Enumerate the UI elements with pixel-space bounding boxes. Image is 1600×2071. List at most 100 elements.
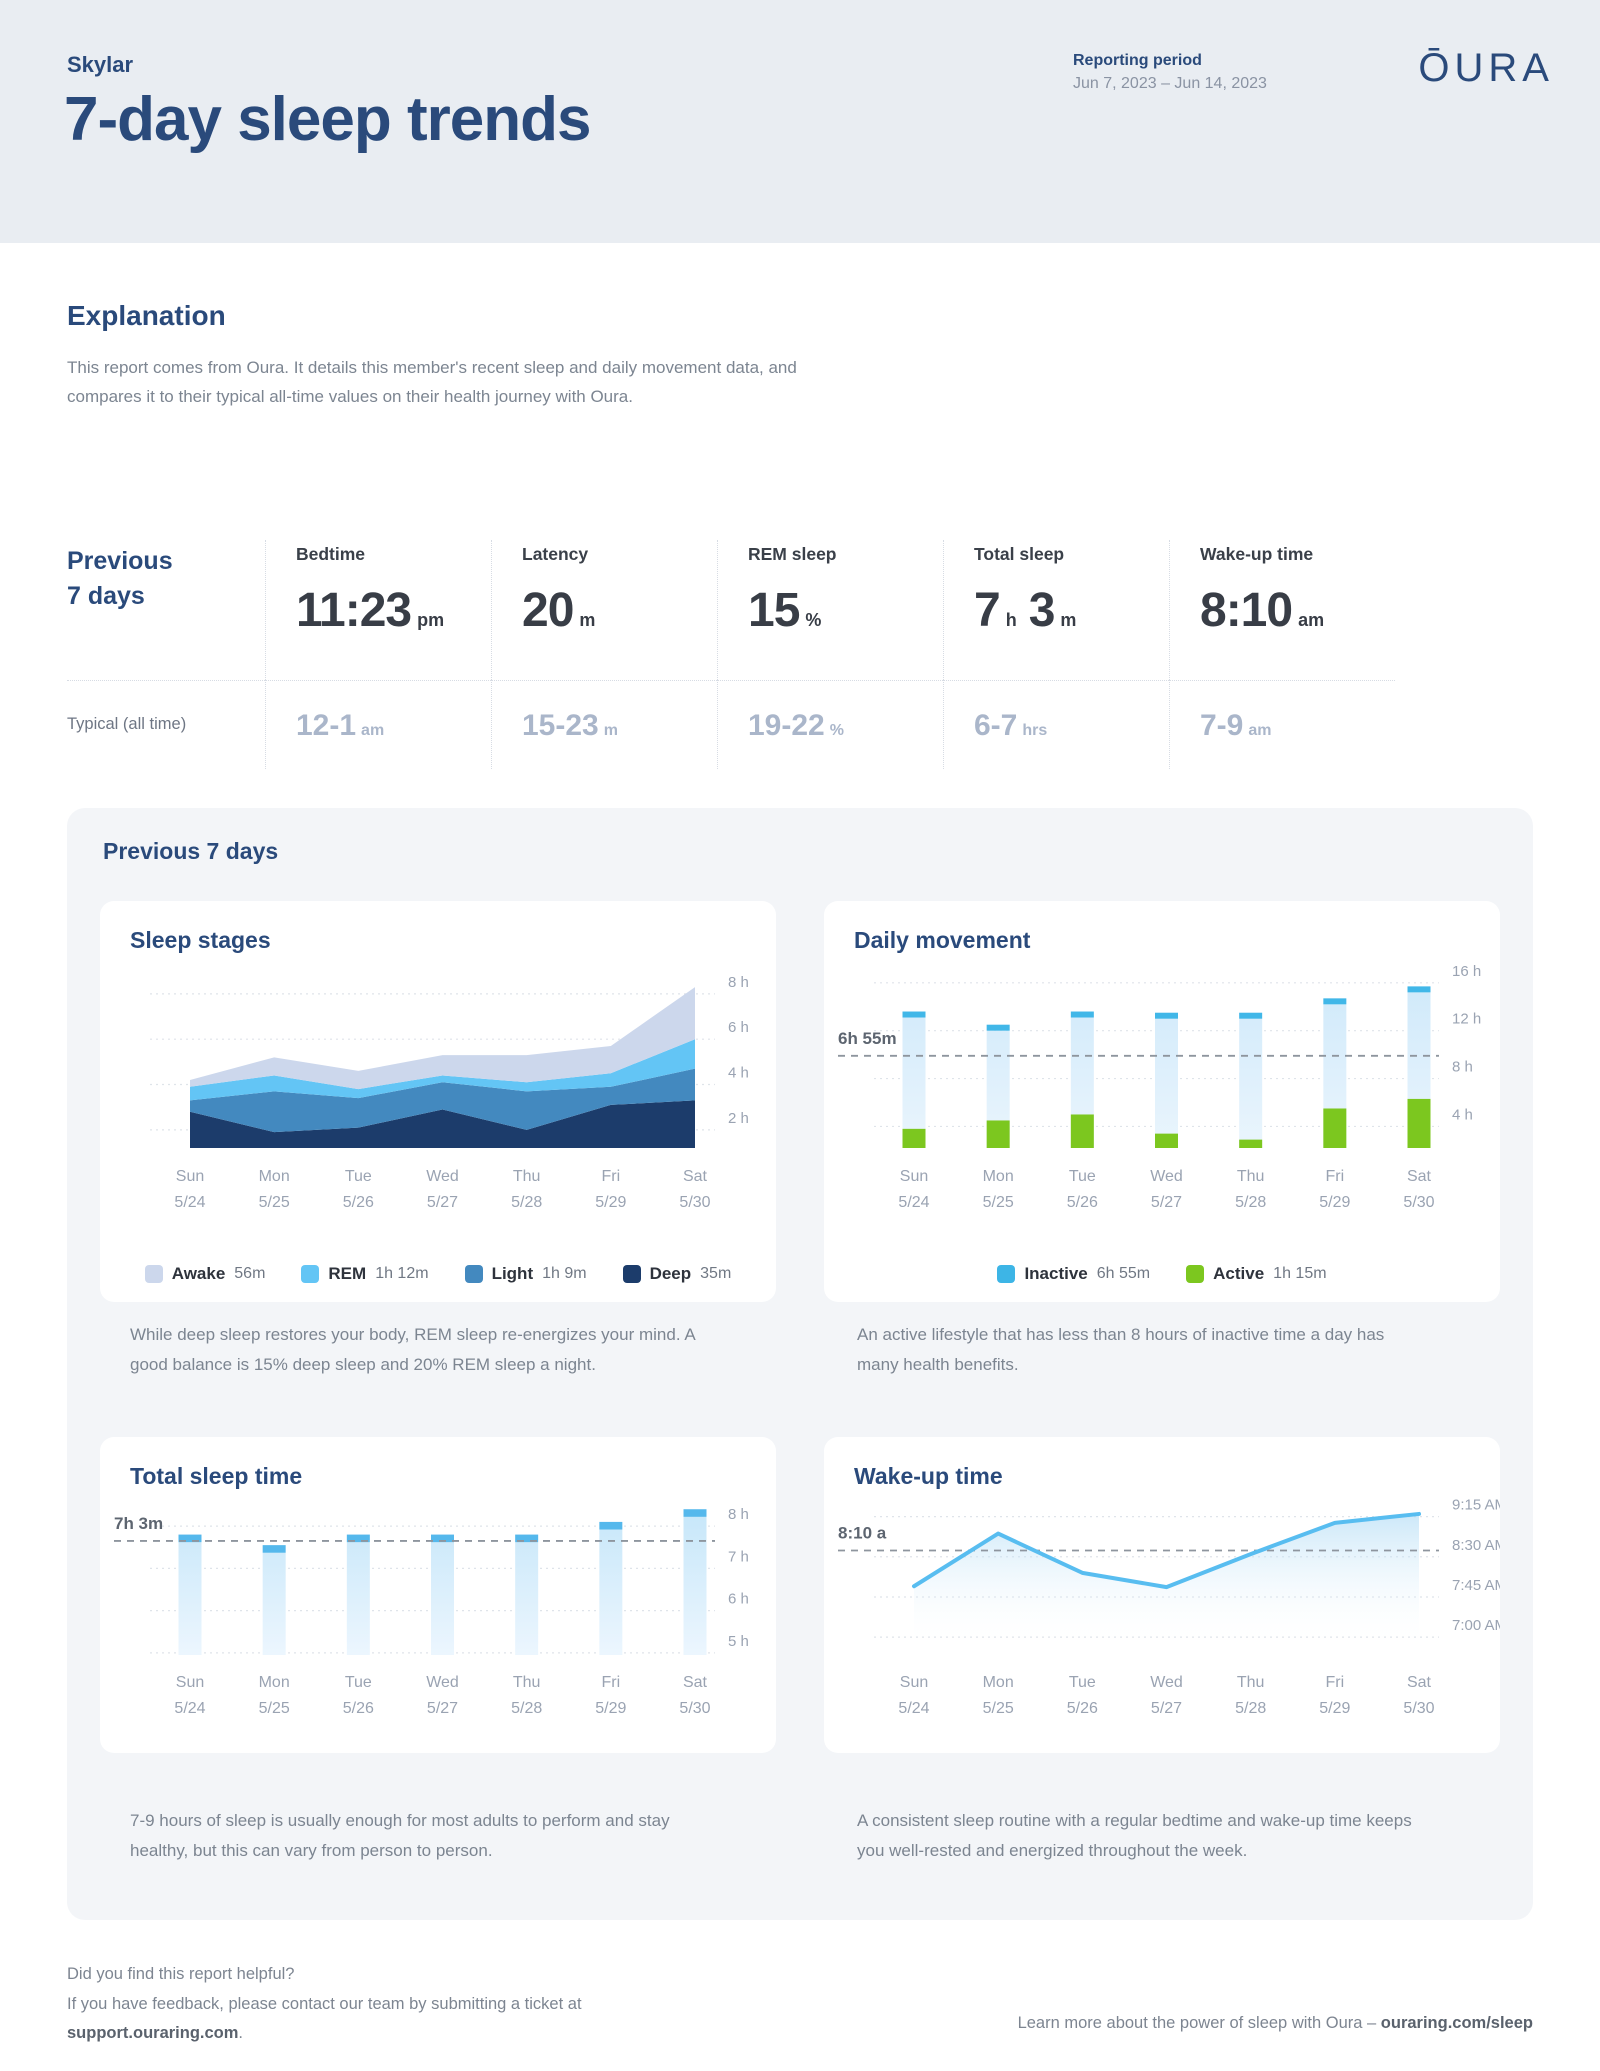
total-sleep-title: Total sleep time [130,1463,303,1489]
svg-text:8 h: 8 h [1452,1059,1473,1076]
svg-text:4 h: 4 h [728,1065,749,1082]
svg-text:8:30 AM: 8:30 AM [1452,1537,1500,1554]
sleep-stages-note: While deep sleep restores your body, REM… [130,1325,695,1374]
feedback-text: Did you find this report helpful? If you… [67,1965,582,2043]
svg-text:Sat: Sat [683,1674,708,1691]
svg-text:5/25: 5/25 [983,1700,1014,1717]
svg-text:5/30: 5/30 [1403,1700,1434,1717]
metric-latency: Latency 20 m [491,540,717,680]
svg-text:6 h: 6 h [728,1591,749,1608]
wakeup-time-card: Wake-up time 9:15 AM 8:30 AM 7:45 AM 7:00 A… [824,1437,1500,1753]
svg-text:Mon: Mon [983,1168,1014,1185]
total-sleep-chart: 8 h 7 h 6 h 5 h 7h 3m Sun 5/24 Mon 5/25 Tue 5/26 We… [114,1506,749,1717]
svg-text:Thu: Thu [513,1674,541,1691]
svg-text:5/26: 5/26 [1067,1700,1098,1717]
svg-text:4 h: 4 h [1452,1106,1473,1123]
metric-bedtime: Bedtime 11:23 pm [265,540,491,680]
legend-swatch-icon [997,1265,1016,1283]
svg-text:Thu: Thu [1237,1674,1265,1691]
metric-value: 20 m [522,584,596,637]
svg-text:9:15 AM: 9:15 AM [1452,1497,1500,1514]
svg-text:Sun: Sun [900,1674,928,1691]
svg-text:Sun: Sun [900,1168,928,1185]
svg-text:Wed: Wed [1150,1674,1183,1691]
legend-swatch-icon [622,1265,641,1283]
panel-heading: Previous 7 days [103,838,279,864]
metric-value: 11:23 pm [296,584,445,637]
svg-text:5/28: 5/28 [1235,1194,1266,1211]
svg-text:5/25: 5/25 [259,1194,290,1211]
svg-text:Tue: Tue [345,1674,372,1691]
svg-text:5/29: 5/29 [595,1194,626,1211]
svg-text:5/24: 5/24 [174,1700,205,1717]
svg-text:5/25: 5/25 [983,1194,1014,1211]
legend-item: Active 1h 15m [1186,1264,1327,1284]
sleep-stages-legend: Awake 56m REM 1h 12m Light 1h 9m Deep 35m [100,1264,776,1284]
svg-text:5 h: 5 h [728,1633,749,1650]
sleep-link[interactable]: ouraring.com/sleep [1380,2014,1533,2032]
svg-text:5/25: 5/25 [259,1700,290,1717]
svg-text:5/26: 5/26 [343,1194,374,1211]
svg-text:Fri: Fri [1326,1168,1345,1185]
svg-text:Fri: Fri [1326,1674,1345,1691]
svg-text:Sun: Sun [176,1674,204,1691]
svg-text:5/27: 5/27 [427,1194,458,1211]
daily-movement-card: Daily movement 16 h 12 h 8 h 4 h 6h 55m Sun 5/… [824,901,1500,1302]
typical-total-sleep: 6-7 hrs [943,680,1169,769]
legend-swatch-icon [144,1265,163,1283]
legend-item: Deep 35m [622,1264,731,1284]
legend-item: Awake 56m [144,1264,265,1284]
metric-wakeup-time: Wake-up time 8:10 am [1169,540,1395,680]
total-sleep-card: Total sleep time 8 h 7 h 6 h 5 h 7h 3m Sun 5/2… [100,1437,776,1753]
typical-bedtime: 12-1 am [265,680,491,769]
svg-text:5/28: 5/28 [511,1700,542,1717]
svg-text:7:45 AM: 7:45 AM [1452,1577,1500,1594]
legend-swatch-icon [1186,1265,1205,1283]
wakeup-time-note: A consistent sleep routine with a regula… [857,1811,1412,1860]
reporting-period-label: Reporting period [1073,52,1202,69]
support-link[interactable]: support.ouraring.com [67,2024,239,2043]
svg-text:8:10 a: 8:10 a [838,1524,887,1543]
member-name: Skylar [67,52,134,77]
typical-rem-sleep: 19-22% [717,680,943,769]
svg-text:Fri: Fri [602,1168,621,1185]
svg-text:6 h: 6 h [728,1019,749,1036]
svg-text:Fri: Fri [602,1674,621,1691]
svg-text:Thu: Thu [513,1168,541,1185]
explanation-heading: Explanation [67,300,226,331]
svg-text:Mon: Mon [259,1168,290,1185]
daily-movement-note: An active lifestyle that has less than 8… [857,1325,1385,1374]
typical-row-label: Typical (all time) [67,680,265,769]
legend-swatch-icon [301,1265,320,1283]
sleep-stages-title: Sleep stages [130,927,271,953]
svg-text:7:00 AM: 7:00 AM [1452,1617,1500,1634]
metric-value: 8:10 am [1200,584,1325,637]
svg-text:Tue: Tue [345,1168,372,1185]
svg-text:Wed: Wed [426,1674,459,1691]
reporting-period: Reporting period Jun 7, 2023 – Jun 14, 2… [1073,52,1267,93]
daily-movement-title: Daily movement [854,927,1031,953]
daily-movement-chart: 16 h 12 h 8 h 4 h 6h 55m Sun 5/24 Mon 5/25 Tue 5/2… [838,963,1481,1211]
svg-text:16 h: 16 h [1452,963,1481,980]
svg-text:Wed: Wed [1150,1168,1183,1185]
summary-row-label: Previous 7 days [67,547,173,610]
svg-text:5/30: 5/30 [679,1700,710,1717]
report-header: Skylar 7-day sleep trends Reporting peri… [0,0,1600,243]
metric-value: 15% [748,584,822,637]
explanation-section: Explanation This report comes from Oura.… [67,300,887,412]
svg-text:5/24: 5/24 [174,1194,205,1211]
total-sleep-note: 7-9 hours of sleep is usually enough for… [130,1811,670,1860]
svg-text:7h 3m: 7h 3m [114,1514,163,1533]
svg-text:Sun: Sun [176,1168,204,1185]
svg-text:5/28: 5/28 [511,1194,542,1211]
svg-text:12 h: 12 h [1452,1011,1481,1028]
svg-text:5/30: 5/30 [1403,1194,1434,1211]
explanation-body: This report comes from Oura. It details … [67,358,797,406]
svg-text:8 h: 8 h [728,1506,749,1523]
typical-wakeup-time: 7-9 am [1169,680,1395,769]
svg-text:5/28: 5/28 [1235,1700,1266,1717]
svg-text:5/26: 5/26 [343,1700,374,1717]
svg-text:6h 55m: 6h 55m [838,1029,897,1048]
